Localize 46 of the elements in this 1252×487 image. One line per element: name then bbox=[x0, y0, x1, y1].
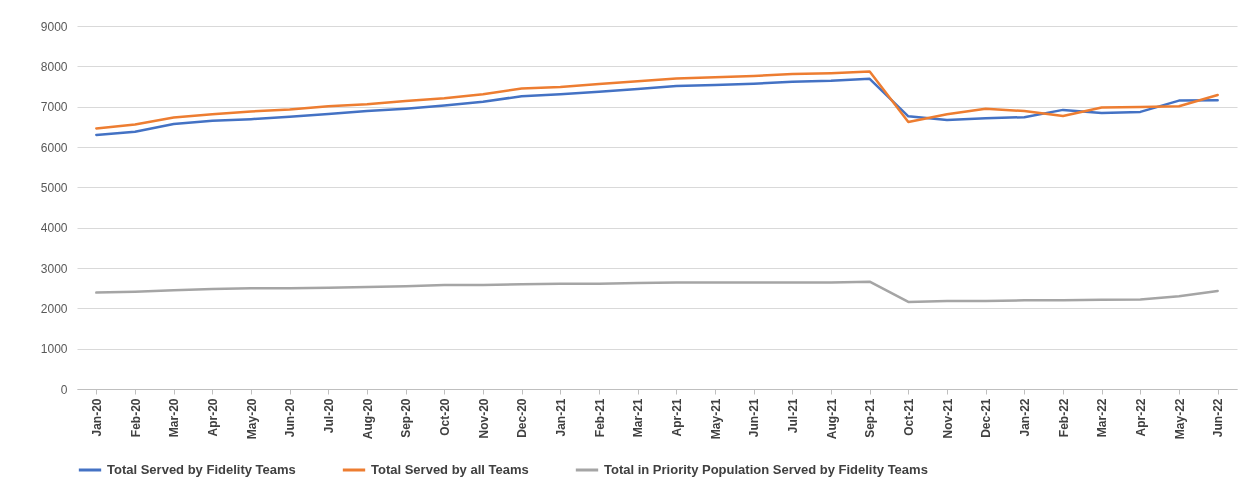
x-tick-label: Feb-22 bbox=[1056, 398, 1071, 438]
y-tick-label: 7000 bbox=[40, 100, 68, 115]
x-tick-label: May-20 bbox=[244, 398, 259, 440]
x-tick-label: Jul-20 bbox=[321, 398, 336, 434]
x-tick-label: Nov-21 bbox=[940, 398, 955, 439]
x-tick-label: Nov-20 bbox=[476, 398, 491, 439]
x-tick-label: Apr-20 bbox=[205, 398, 220, 437]
x-tick-label: Sep-21 bbox=[863, 398, 878, 438]
y-tick-label: 2000 bbox=[40, 301, 68, 316]
x-tick-label: Feb-21 bbox=[592, 398, 607, 438]
y-tick-label: 5000 bbox=[40, 180, 68, 195]
x-tick-label: Oct-20 bbox=[437, 398, 452, 436]
line-series bbox=[95, 280, 1219, 304]
x-tick-label: Oct-21 bbox=[901, 398, 916, 436]
legend-label: Total in Priority Population Served by Fidelity Teams bbox=[604, 462, 928, 477]
x-tick-label: Apr-21 bbox=[669, 398, 684, 437]
x-tick-label: May-21 bbox=[708, 398, 723, 440]
x-tick-label: Apr-22 bbox=[1133, 398, 1148, 437]
x-tick-label: Jan-20 bbox=[89, 398, 104, 437]
legend-label: Total Served by Fidelity Teams bbox=[107, 462, 296, 477]
x-tick-label: Jul-21 bbox=[785, 398, 800, 434]
x-tick-label: Jan-22 bbox=[1017, 398, 1032, 437]
x-tick-label: Sep-20 bbox=[399, 398, 414, 438]
x-tick-label: Dec-20 bbox=[515, 398, 530, 438]
y-tick-label: 3000 bbox=[40, 261, 68, 276]
x-tick-label: Aug-21 bbox=[824, 398, 839, 440]
x-tick-label: Mar-20 bbox=[167, 398, 182, 438]
x-tick-label: Jun-21 bbox=[747, 398, 762, 438]
y-tick-label: 9000 bbox=[40, 19, 68, 34]
y-tick-label: 0 bbox=[60, 382, 68, 397]
x-tick-label: Jan-21 bbox=[553, 398, 568, 437]
y-tick-label: 1000 bbox=[40, 342, 68, 357]
x-tick-label: Dec-21 bbox=[979, 398, 994, 438]
y-tick-label: 4000 bbox=[40, 221, 68, 236]
line-series bbox=[95, 77, 1219, 137]
x-tick-label: Feb-20 bbox=[128, 398, 143, 438]
x-tick-label: Mar-22 bbox=[1095, 398, 1110, 438]
x-tick-label: May-22 bbox=[1172, 398, 1187, 440]
legend-label: Total Served by all Teams bbox=[371, 462, 529, 477]
y-tick-label: 8000 bbox=[40, 59, 68, 74]
y-tick-label: 6000 bbox=[40, 140, 68, 155]
x-tick-label: Mar-21 bbox=[631, 398, 646, 438]
x-tick-label: Aug-20 bbox=[360, 398, 375, 440]
x-tick-label: Jun-20 bbox=[283, 398, 298, 438]
line-series bbox=[95, 70, 1219, 130]
x-tick-label: Jun-22 bbox=[1211, 398, 1226, 438]
